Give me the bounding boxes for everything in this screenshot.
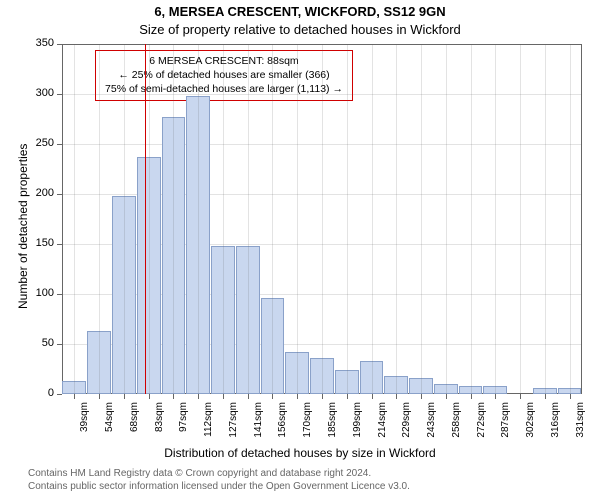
x-tick-label: 331sqm <box>575 402 586 462</box>
annotation-box: 6 MERSEA CRESCENT: 88sqm← 25% of detache… <box>95 50 353 101</box>
x-tick <box>149 394 150 399</box>
x-tick <box>421 394 422 399</box>
x-tick-label: 302sqm <box>525 402 536 462</box>
x-tick-label: 199sqm <box>352 402 363 462</box>
x-gridline <box>198 44 199 394</box>
x-tick-label: 156sqm <box>277 402 288 462</box>
x-gridline <box>99 44 100 394</box>
x-gridline <box>446 44 447 394</box>
x-tick <box>99 394 100 399</box>
x-gridline <box>471 44 472 394</box>
x-tick-label: 229sqm <box>401 402 412 462</box>
annotation-line: 6 MERSEA CRESCENT: 88sqm <box>102 54 346 68</box>
x-gridline <box>297 44 298 394</box>
y-tick <box>57 394 62 395</box>
x-gridline <box>396 44 397 394</box>
x-tick <box>396 394 397 399</box>
figure: 6, MERSEA CRESCENT, WICKFORD, SS12 9GN S… <box>0 0 600 500</box>
x-tick-label: 141sqm <box>253 402 264 462</box>
y-tick-label: 200 <box>24 187 54 199</box>
x-tick-label: 258sqm <box>451 402 462 462</box>
subject-marker-line <box>145 44 146 394</box>
x-gridline <box>570 44 571 394</box>
x-tick <box>347 394 348 399</box>
chart-title-line1: 6, MERSEA CRESCENT, WICKFORD, SS12 9GN <box>0 4 600 19</box>
x-tick <box>446 394 447 399</box>
x-tick <box>272 394 273 399</box>
y-tick-label: 100 <box>24 287 54 299</box>
x-tick <box>570 394 571 399</box>
y-tick-label: 250 <box>24 137 54 149</box>
x-tick-label: 112sqm <box>203 402 214 462</box>
y-tick-label: 350 <box>24 37 54 49</box>
x-tick-label: 68sqm <box>129 402 140 462</box>
chart-title-line2: Size of property relative to detached ho… <box>0 22 600 37</box>
x-gridline <box>272 44 273 394</box>
x-tick-label: 214sqm <box>377 402 388 462</box>
x-tick-label: 170sqm <box>302 402 313 462</box>
x-tick-label: 83sqm <box>154 402 165 462</box>
x-tick-label: 243sqm <box>426 402 437 462</box>
x-gridline <box>372 44 373 394</box>
x-tick-label: 272sqm <box>476 402 487 462</box>
y-tick <box>57 294 62 295</box>
x-tick <box>198 394 199 399</box>
y-tick <box>57 194 62 195</box>
x-tick <box>297 394 298 399</box>
x-tick <box>223 394 224 399</box>
x-tick <box>173 394 174 399</box>
y-tick <box>57 344 62 345</box>
x-gridline <box>124 44 125 394</box>
y-tick-label: 50 <box>24 337 54 349</box>
x-gridline <box>248 44 249 394</box>
x-tick <box>124 394 125 399</box>
x-tick-label: 39sqm <box>79 402 90 462</box>
footer-line1: Contains HM Land Registry data © Crown c… <box>28 468 371 479</box>
x-gridline <box>74 44 75 394</box>
x-tick <box>248 394 249 399</box>
x-gridline <box>223 44 224 394</box>
x-tick-label: 287sqm <box>500 402 511 462</box>
y-tick <box>57 44 62 45</box>
x-tick-label: 316sqm <box>550 402 561 462</box>
x-tick <box>520 394 521 399</box>
x-gridline <box>520 44 521 394</box>
footer-line2: Contains public sector information licen… <box>28 481 410 492</box>
x-tick-label: 185sqm <box>327 402 338 462</box>
y-tick <box>57 94 62 95</box>
x-tick <box>74 394 75 399</box>
x-tick-label: 97sqm <box>178 402 189 462</box>
x-gridline <box>149 44 150 394</box>
x-gridline <box>322 44 323 394</box>
x-tick <box>545 394 546 399</box>
x-gridline <box>173 44 174 394</box>
y-tick-label: 150 <box>24 237 54 249</box>
x-tick <box>372 394 373 399</box>
x-gridline <box>495 44 496 394</box>
x-tick <box>471 394 472 399</box>
y-tick <box>57 144 62 145</box>
x-tick-label: 127sqm <box>228 402 239 462</box>
annotation-line: ← 25% of detached houses are smaller (36… <box>102 68 346 82</box>
x-tick <box>322 394 323 399</box>
y-tick <box>57 244 62 245</box>
x-tick-label: 54sqm <box>104 402 115 462</box>
y-axis-label: Number of detached properties <box>16 144 30 309</box>
y-tick-label: 0 <box>24 387 54 399</box>
x-tick <box>495 394 496 399</box>
x-gridline <box>545 44 546 394</box>
y-tick-label: 300 <box>24 87 54 99</box>
x-gridline <box>347 44 348 394</box>
x-gridline <box>421 44 422 394</box>
